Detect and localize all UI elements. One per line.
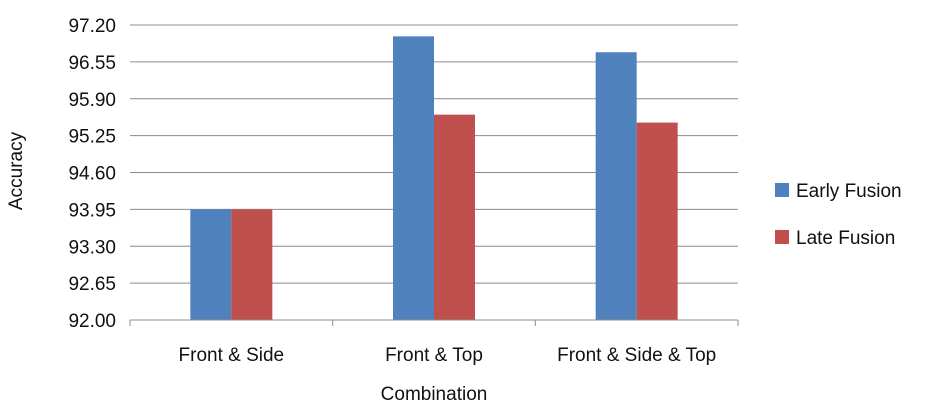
- y-axis-ticks: 92.00 92.65 93.30 93.95 94.60 95.25 95.90 96.55…: [68, 16, 116, 332]
- x-axis-categories: Front & Side Front & Top Front & Side & To…: [179, 345, 717, 366]
- x-axis-title: Combination: [381, 384, 488, 405]
- bar: [190, 209, 232, 320]
- y-tick-label: 96.55: [68, 53, 116, 74]
- y-tick-label: 94.60: [68, 164, 116, 185]
- x-category-label: Front & Top: [385, 345, 483, 366]
- legend-swatch-early-fusion: [775, 183, 789, 197]
- bars: [190, 36, 678, 320]
- bar: [393, 36, 434, 320]
- x-category-label: Front & Side & Top: [557, 345, 716, 366]
- y-tick-label: 95.25: [68, 127, 116, 148]
- bar: [595, 52, 637, 320]
- legend-label-late-fusion: Late Fusion: [796, 228, 895, 249]
- legend: Early Fusion Late Fusion: [775, 181, 902, 249]
- y-tick-label: 92.00: [68, 311, 116, 332]
- legend-label-early-fusion: Early Fusion: [796, 181, 902, 202]
- y-axis-title: Accuracy: [6, 131, 27, 210]
- y-tick-label: 93.95: [68, 200, 116, 221]
- y-tick-label: 93.30: [68, 237, 116, 258]
- x-category-label: Front & Side: [179, 345, 285, 366]
- y-tick-label: 92.65: [68, 274, 116, 295]
- legend-swatch-late-fusion: [775, 230, 789, 244]
- y-tick-label: 95.90: [68, 90, 116, 111]
- bar: [636, 122, 678, 320]
- bar: [231, 209, 273, 320]
- y-tick-label: 97.20: [68, 16, 116, 37]
- x-axis: [129, 319, 739, 326]
- bar: [434, 114, 475, 320]
